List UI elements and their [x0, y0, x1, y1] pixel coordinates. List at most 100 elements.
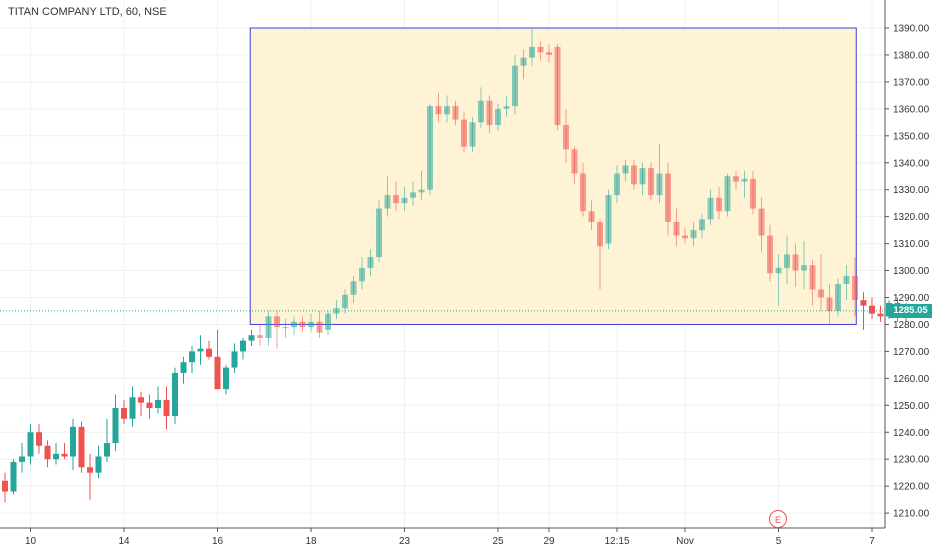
candle-body — [716, 197, 722, 212]
candle-body — [36, 432, 42, 446]
candle-body — [554, 46, 561, 126]
candle-body — [860, 300, 867, 306]
candle-body — [2, 480, 8, 492]
chart-title: TITAN COMPANY LTD, 60, NSE — [8, 6, 167, 18]
candle-body — [495, 108, 501, 126]
candle-body — [410, 192, 416, 198]
candle-body — [27, 432, 34, 457]
y-tick-label: 1330.00 — [893, 185, 930, 196]
time-axis[interactable]: 10 14 16 18 23 25 29 12:15 Nov 5 7 — [0, 527, 885, 547]
candle-body — [61, 453, 68, 457]
candle-body — [877, 313, 884, 317]
candle-body — [418, 189, 425, 193]
candle-body — [835, 284, 841, 311]
candle-body — [563, 125, 569, 150]
candle-body — [308, 321, 314, 328]
candle-body — [503, 106, 510, 109]
candle-body — [818, 289, 824, 298]
candle-body — [767, 235, 773, 274]
candle-body — [393, 195, 399, 204]
candle-body — [384, 195, 391, 209]
candle-body — [231, 351, 238, 368]
range-rectangle[interactable] — [249, 27, 857, 325]
x-tick-label: 23 — [399, 536, 411, 547]
candle-body — [724, 176, 731, 212]
candle-body — [401, 197, 408, 204]
x-tick-label: 14 — [118, 536, 130, 547]
candle-body — [758, 208, 765, 236]
candle-body — [248, 335, 255, 341]
candle-body — [707, 197, 714, 220]
x-tick-label: 25 — [492, 536, 504, 547]
candle-body — [359, 267, 365, 282]
y-tick-label: 1240.00 — [893, 428, 930, 439]
candle-body — [809, 265, 816, 290]
earnings-marker-icon[interactable]: E — [769, 510, 787, 528]
candle-body — [478, 100, 484, 123]
y-tick-label: 1360.00 — [893, 104, 930, 115]
y-tick-label: 1210.00 — [893, 509, 930, 520]
y-tick-label: 1260.00 — [893, 374, 930, 385]
candles — [2, 28, 909, 503]
candle-body — [546, 52, 552, 55]
y-tick-label: 1220.00 — [893, 482, 930, 493]
candle-body — [197, 348, 204, 352]
candle-body — [843, 275, 850, 285]
candle-body — [138, 397, 144, 403]
candle-body — [223, 367, 229, 390]
candle-body — [435, 106, 442, 115]
candle-body — [852, 275, 858, 301]
candle-body — [869, 305, 875, 314]
x-tick-label: 16 — [212, 536, 224, 547]
candle-body — [614, 173, 620, 196]
candle-body — [367, 257, 374, 268]
candle-body — [571, 149, 578, 174]
candle-body — [673, 222, 680, 236]
y-tick-label: 1280.00 — [893, 320, 930, 331]
candle-body — [648, 168, 654, 196]
candle-body — [452, 106, 459, 120]
candle-body — [265, 316, 272, 338]
x-tick-label: 10 — [25, 536, 37, 547]
candle-body — [512, 65, 518, 107]
price-axis[interactable]: 1210.00 1220.00 1230.00 1240.00 1250.00 1260.… — [884, 0, 930, 528]
y-tick-label: 1380.00 — [893, 50, 930, 61]
candle-body — [206, 348, 212, 357]
candle-body — [282, 327, 289, 329]
candle-body — [112, 407, 119, 444]
candle-body — [53, 453, 59, 460]
candle-body — [656, 173, 663, 196]
y-tick-label: 1270.00 — [893, 347, 930, 358]
candle-body — [291, 321, 297, 328]
candle-body — [605, 195, 612, 244]
candle-body — [70, 426, 76, 457]
candle-body — [597, 222, 603, 247]
y-tick-label: 1340.00 — [893, 158, 930, 169]
y-tick-label: 1290.00 — [893, 293, 930, 304]
candle-body — [631, 165, 637, 185]
y-tick-label: 1320.00 — [893, 212, 930, 223]
candle-body — [699, 219, 705, 231]
candle-body — [784, 254, 790, 268]
drawing-rectangle-layer[interactable] — [249, 27, 857, 325]
candle-body — [121, 407, 127, 419]
candle-body — [427, 106, 433, 190]
candle-body — [580, 173, 586, 212]
candle-body — [792, 254, 799, 271]
x-tick-label: 12:15 — [604, 536, 629, 547]
candle-body — [180, 362, 187, 373]
x-tick-label: Nov — [676, 536, 694, 547]
x-tick-label: 7 — [869, 536, 875, 547]
candle-body — [87, 467, 93, 473]
candle-body — [274, 316, 280, 328]
candle-body — [129, 397, 136, 419]
candle-body — [690, 230, 697, 239]
candle-body — [19, 456, 25, 462]
candle-body — [826, 297, 833, 311]
candle-body — [639, 168, 646, 185]
y-tick-label: 1350.00 — [893, 131, 930, 142]
candle-body — [172, 372, 178, 417]
candle-body — [163, 399, 170, 417]
x-tick-label: 29 — [543, 536, 555, 547]
